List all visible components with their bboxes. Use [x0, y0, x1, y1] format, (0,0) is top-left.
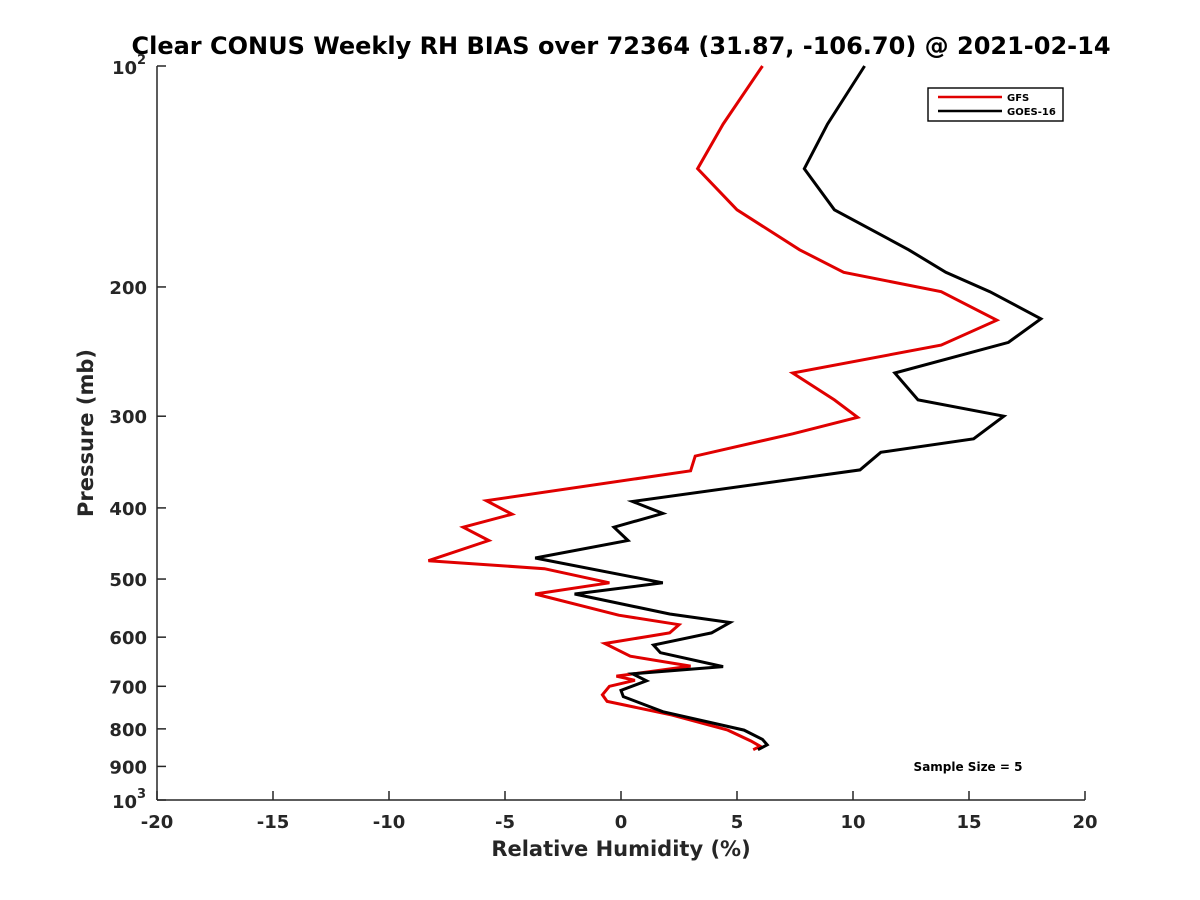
svg-text:2: 2: [137, 53, 146, 68]
svg-text:700: 700: [109, 677, 147, 698]
legend-label: GFS: [1007, 93, 1029, 104]
y-tick-label: 400: [109, 499, 147, 520]
svg-text:900: 900: [109, 757, 147, 778]
y-tick-label: 600: [109, 628, 147, 649]
y-tick-label: 10 2: [112, 53, 146, 79]
x-tick-label: 20: [1072, 812, 1097, 833]
legend-label: GOES-16: [1007, 107, 1056, 118]
x-tick-label: -15: [257, 812, 290, 833]
y-tick-label: 300: [109, 407, 147, 428]
x-axis: -20 -15 -10 -5 0 5 10 15 20: [141, 791, 1098, 833]
svg-text:300: 300: [109, 407, 147, 428]
svg-text:10: 10: [112, 792, 137, 813]
x-tick-label: -5: [495, 812, 515, 833]
y-tick-label: 800: [109, 720, 147, 741]
y-axis-label: Pressure (mb): [74, 349, 98, 517]
series-line-goes-16: [534, 65, 1044, 752]
x-tick-label: -10: [373, 812, 406, 833]
series-line-gfs: [427, 65, 1001, 752]
legend: GFS GOES-16: [927, 87, 1064, 122]
x-tick-label: -20: [141, 812, 174, 833]
svg-text:500: 500: [109, 570, 147, 591]
svg-text:10: 10: [112, 58, 137, 79]
x-tick-label: 5: [731, 812, 744, 833]
legend-box: [927, 87, 1064, 122]
x-tick-label: 10: [840, 812, 865, 833]
y-tick-label: 700: [109, 677, 147, 698]
y-tick-label: 10 3: [112, 787, 146, 813]
svg-text:800: 800: [109, 720, 147, 741]
svg-text:600: 600: [109, 628, 147, 649]
y-tick-label: 200: [109, 278, 147, 299]
y-tick-label: 900: [109, 757, 147, 778]
x-axis-label: Relative Humidity (%): [491, 837, 750, 861]
chart-title: Clear CONUS Weekly RH BIAS over 72364 (3…: [131, 32, 1110, 60]
series-lines: [427, 65, 1044, 752]
x-tick-label: 0: [615, 812, 628, 833]
svg-text:400: 400: [109, 499, 147, 520]
x-tick-label: 15: [956, 812, 981, 833]
svg-text:200: 200: [109, 278, 147, 299]
svg-text:3: 3: [137, 787, 146, 802]
y-tick-label: 500: [109, 570, 147, 591]
sample-size-annotation: Sample Size = 5: [914, 760, 1023, 774]
